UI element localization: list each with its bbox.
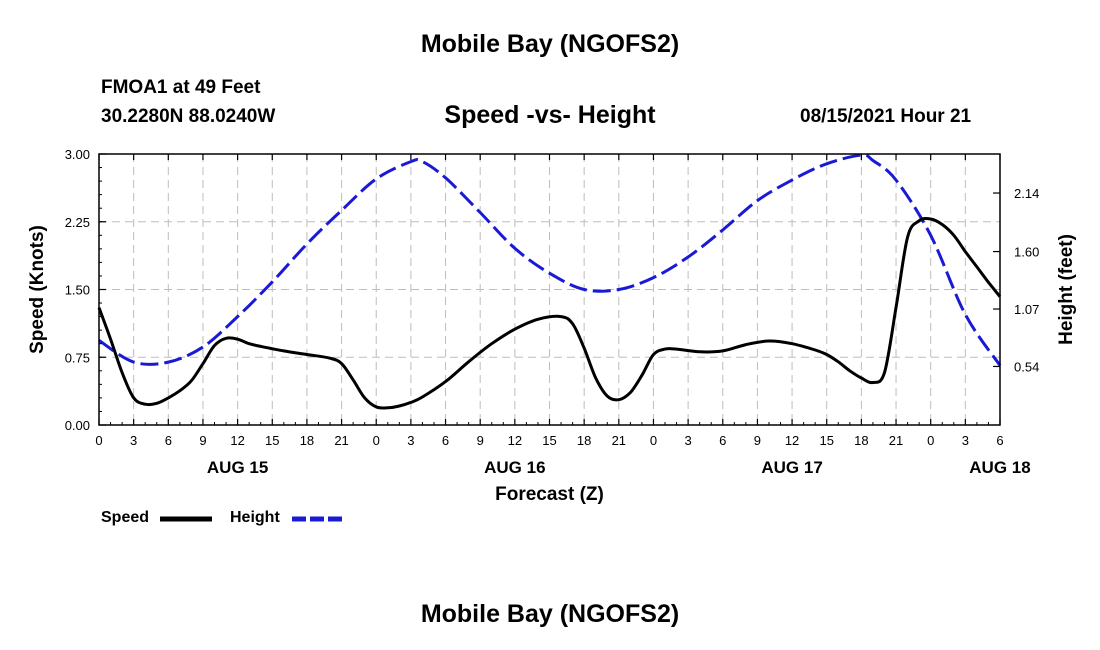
- x-tick-label: 18: [854, 433, 868, 448]
- y-tick-label: 3.00: [65, 147, 90, 162]
- legend-height-label: Height: [230, 509, 280, 526]
- chart-subtitle: Speed -vs- Height: [444, 101, 656, 129]
- y-axis-label: Speed (Knots): [27, 225, 48, 354]
- y-tick-label: 1.50: [65, 283, 90, 298]
- y2-axis-label: Height (feet): [1056, 234, 1077, 345]
- x-tick-label: 6: [442, 433, 449, 448]
- date-label: AUG 17: [761, 458, 822, 477]
- date-label: AUG 15: [207, 458, 268, 477]
- y2-tick-label: 0.54: [1014, 359, 1039, 374]
- x-tick-label: 21: [889, 433, 903, 448]
- chart-title: Mobile Bay (NGOFS2): [420, 30, 680, 58]
- coordinates-label: 30.2280N 88.0240W: [101, 106, 276, 127]
- y2-tick-label: 1.60: [1014, 245, 1039, 260]
- axes: 0 3 6 9 12 15 18 21 0 3 6 9 12 15 18 21 0 3 6 9 12 15 18 21 0 3 6 A…: [65, 147, 1040, 477]
- x-tick-label: 3: [684, 433, 691, 448]
- x-axis-label: Forecast (Z): [495, 484, 604, 505]
- x-tick-label: 9: [477, 433, 484, 448]
- y2-tick-label: 1.07: [1014, 302, 1039, 317]
- series-layer: [97, 153, 1002, 410]
- y2-tick-label: 2.14: [1014, 186, 1039, 201]
- footer-title: Mobile Bay (NGOFS2): [420, 600, 680, 628]
- x-tick-label: 21: [334, 433, 348, 448]
- date-label: AUG 18: [969, 458, 1030, 477]
- x-tick-label: 18: [577, 433, 591, 448]
- x-tick-label: 15: [542, 433, 556, 448]
- y-tick-label: 2.25: [65, 215, 90, 230]
- x-tick-label: 6: [719, 433, 726, 448]
- y-tick-label: 0.00: [65, 418, 90, 433]
- legend-swatches: [160, 516, 344, 522]
- date-label: AUG 16: [484, 458, 545, 477]
- series-height-line: [98, 153, 1002, 367]
- datetime-label: 08/15/2021 Hour 21: [800, 106, 972, 127]
- x-tick-label: 3: [130, 433, 137, 448]
- x-tick-label: 0: [927, 433, 934, 448]
- x-tick-label: 12: [508, 433, 522, 448]
- x-tick-label: 0: [650, 433, 657, 448]
- y-tick-label: 0.75: [65, 350, 90, 365]
- series-speed-line: [97, 217, 1002, 410]
- x-tick-label: 12: [230, 433, 244, 448]
- legend-speed-label: Speed: [101, 509, 150, 526]
- x-tick-label: 9: [754, 433, 761, 448]
- x-tick-label: 3: [407, 433, 414, 448]
- x-tick-label: 0: [95, 433, 102, 448]
- x-tick-label: 15: [819, 433, 833, 448]
- x-tick-label: 15: [265, 433, 279, 448]
- x-tick-label: 18: [300, 433, 314, 448]
- x-tick-label: 3: [962, 433, 969, 448]
- x-tick-label: 21: [612, 433, 626, 448]
- x-tick-label: 6: [165, 433, 172, 448]
- x-tick-label: 0: [373, 433, 380, 448]
- x-tick-label: 6: [996, 433, 1003, 448]
- x-tick-label: 12: [785, 433, 799, 448]
- x-tick-label: 9: [199, 433, 206, 448]
- grid-lines: [99, 154, 1000, 425]
- station-label: FMOA1 at 49 Feet: [101, 77, 261, 98]
